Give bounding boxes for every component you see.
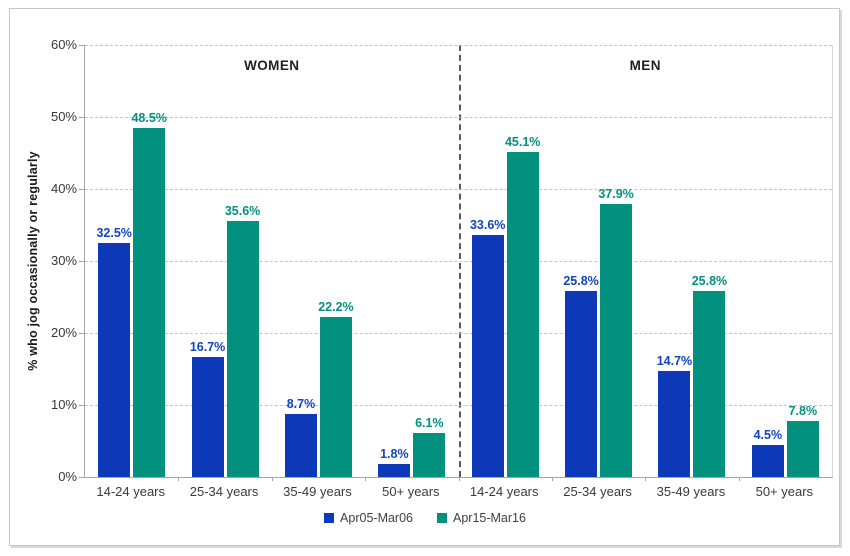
bar-apr05-mar06-35-49-years	[658, 371, 691, 477]
category-label: 14-24 years	[469, 484, 539, 499]
y-tick-label-30: 30%	[50, 253, 77, 268]
bar-value-label: 16.7%	[189, 339, 226, 354]
bar-apr05-mar06-25-34-years	[191, 356, 224, 477]
group-label-women: WOMEN	[244, 58, 300, 73]
gridline-20	[85, 333, 832, 334]
category-label: 50+ years	[755, 484, 814, 499]
x-boundary-tick	[738, 477, 740, 481]
bar-value-label: 25.8%	[691, 274, 728, 289]
y-tick-label-50: 50%	[50, 109, 77, 124]
bar-value-label: 48.5%	[131, 110, 167, 125]
y-tick-60	[79, 45, 85, 46]
group-label-men: MEN	[629, 58, 661, 73]
gridline-10	[85, 405, 832, 406]
x-boundary-tick	[178, 477, 180, 481]
y-tick-label-10: 10%	[50, 397, 77, 412]
x-axis-labels: 14-24 years 25-34 years 35-49 years 50+ yea…	[84, 481, 831, 501]
y-tick-label-20: 20%	[50, 325, 77, 340]
y-tick-label-40: 40%	[50, 181, 77, 196]
bar-apr15-mar16-50+-years	[786, 420, 819, 477]
y-tick-10	[79, 405, 85, 406]
gridline-60	[85, 45, 832, 46]
category-label: 35-49 years	[283, 484, 352, 499]
bar-value-label: 6.1%	[415, 416, 444, 431]
bar-value-label: 25.8%	[563, 274, 599, 289]
bar-apr15-mar16-25-34-years	[600, 204, 633, 477]
x-boundary-tick	[551, 477, 553, 481]
bar-apr05-mar06-14-24-years	[471, 235, 504, 477]
y-tick-label-0: 0%	[58, 469, 77, 484]
bar-apr05-mar06-50+-years	[378, 464, 411, 477]
gridline-30	[85, 261, 832, 262]
category-label: 35-49 years	[656, 484, 726, 499]
legend-item-apr05-mar06: Apr05-Mar06	[324, 511, 413, 525]
bar-value-label: 4.5%	[753, 427, 783, 442]
bar-apr05-mar06-35-49-years	[284, 414, 317, 477]
bar-value-label: 35.6%	[224, 203, 261, 218]
y-tick-label-60: 60%	[50, 37, 77, 52]
x-boundary-tick	[458, 477, 460, 481]
legend: Apr05-Mar06 Apr15-Mar16	[0, 511, 850, 525]
category-label: 25-34 years	[563, 484, 632, 499]
bar-value-label: 1.8%	[380, 447, 409, 462]
legend-swatch-apr15-mar16	[437, 513, 447, 523]
legend-swatch-apr05-mar06	[324, 513, 335, 523]
bar-value-label: 8.7%	[286, 397, 316, 412]
category-label: 50+ years	[382, 484, 440, 499]
y-tick-40	[79, 189, 85, 190]
legend-label-apr15-mar16: Apr15-Mar16	[453, 511, 526, 525]
bar-value-label: 37.9%	[598, 187, 634, 202]
x-boundary-tick	[271, 477, 273, 481]
bar-apr05-mar06-50+-years	[751, 444, 784, 477]
legend-item-apr15-mar16: Apr15-Mar16	[437, 511, 526, 525]
bar-value-label: 22.2%	[318, 300, 354, 315]
category-label: 14-24 years	[96, 484, 166, 499]
category-label: 25-34 years	[189, 484, 259, 499]
legend-label-apr05-mar06: Apr05-Mar06	[340, 511, 413, 525]
gridline-40	[85, 189, 832, 190]
bar-apr15-mar16-14-24-years	[506, 152, 539, 477]
bar-apr15-mar16-25-34-years	[226, 220, 259, 477]
bar-value-label: 32.5%	[96, 226, 132, 240]
bar-value-label: 14.7%	[656, 354, 693, 369]
plot-area: WOMEN MEN 0% 10% 20% 30% 40% 50% 60% 32.5% 48.5%…	[51, 37, 833, 484]
bar-value-label: 7.8%	[788, 403, 818, 418]
bar-apr15-mar16-14-24-years	[133, 127, 166, 477]
bar-value-label: 45.1%	[504, 135, 541, 150]
bar-apr15-mar16-35-49-years	[319, 317, 352, 477]
y-tick-30	[79, 261, 85, 262]
bar-apr15-mar16-35-49-years	[693, 291, 726, 477]
x-boundary-tick	[645, 477, 647, 481]
bar-value-label: 33.6%	[469, 218, 506, 233]
gridline-50	[85, 117, 832, 118]
y-tick-20	[79, 333, 85, 334]
x-boundary-tick	[365, 477, 367, 481]
bar-apr05-mar06-14-24-years	[98, 243, 131, 477]
bar-apr15-mar16-50+-years	[413, 433, 446, 477]
bar-apr05-mar06-25-34-years	[565, 291, 598, 477]
y-tick-50	[79, 117, 85, 118]
y-tick-0	[79, 477, 85, 478]
